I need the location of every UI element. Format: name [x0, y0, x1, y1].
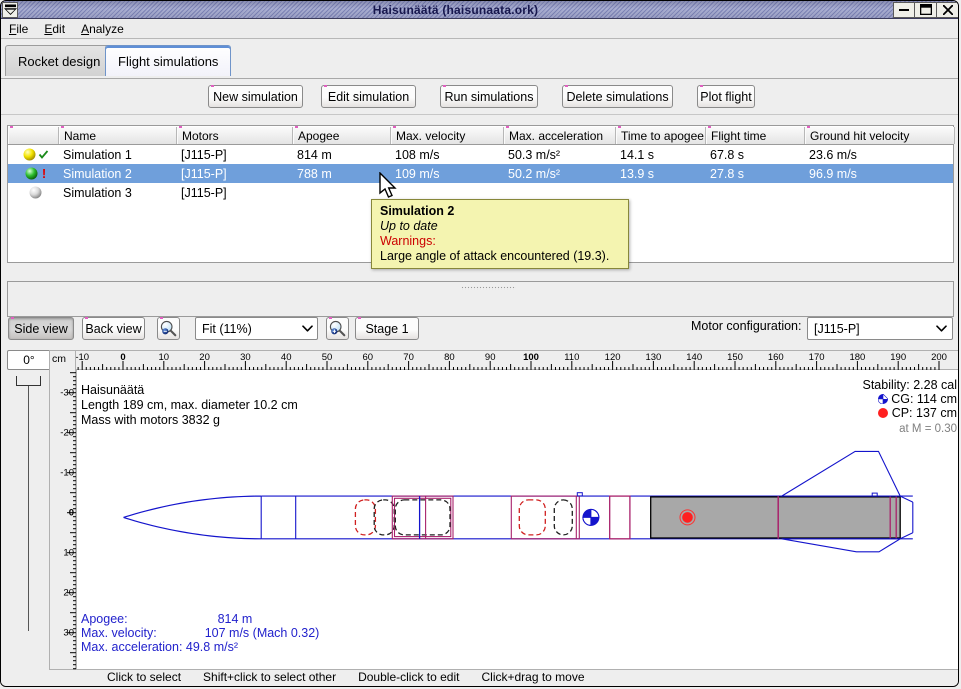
svg-text:110: 110 [564, 352, 579, 363]
svg-text:-30: -30 [60, 388, 74, 399]
svg-text:90: 90 [485, 352, 496, 363]
svg-text:80: 80 [444, 352, 455, 363]
svg-text:130: 130 [645, 352, 661, 363]
svg-text:10: 10 [159, 352, 170, 363]
svg-text:0: 0 [120, 352, 125, 363]
svg-text:-10: -10 [76, 352, 89, 363]
svg-text:160: 160 [768, 352, 784, 363]
svg-text:20: 20 [63, 588, 74, 599]
svg-text:190: 190 [890, 352, 906, 363]
svg-text:40: 40 [281, 352, 292, 363]
svg-text:150: 150 [727, 352, 743, 363]
svg-text:-20: -20 [60, 428, 74, 439]
svg-text:140: 140 [686, 352, 702, 363]
svg-text:20: 20 [199, 352, 210, 363]
svg-text:100: 100 [523, 352, 539, 363]
svg-text:50: 50 [322, 352, 333, 363]
svg-text:180: 180 [849, 352, 865, 363]
svg-text:200: 200 [931, 352, 947, 363]
svg-text:120: 120 [605, 352, 621, 363]
svg-text:10: 10 [63, 548, 74, 559]
svg-text:0: 0 [69, 508, 74, 519]
svg-text:30: 30 [240, 352, 251, 363]
svg-text:60: 60 [363, 352, 374, 363]
svg-text:70: 70 [403, 352, 414, 363]
svg-text:170: 170 [809, 352, 825, 363]
svg-text:30: 30 [63, 628, 74, 639]
svg-text:-10: -10 [60, 468, 74, 479]
